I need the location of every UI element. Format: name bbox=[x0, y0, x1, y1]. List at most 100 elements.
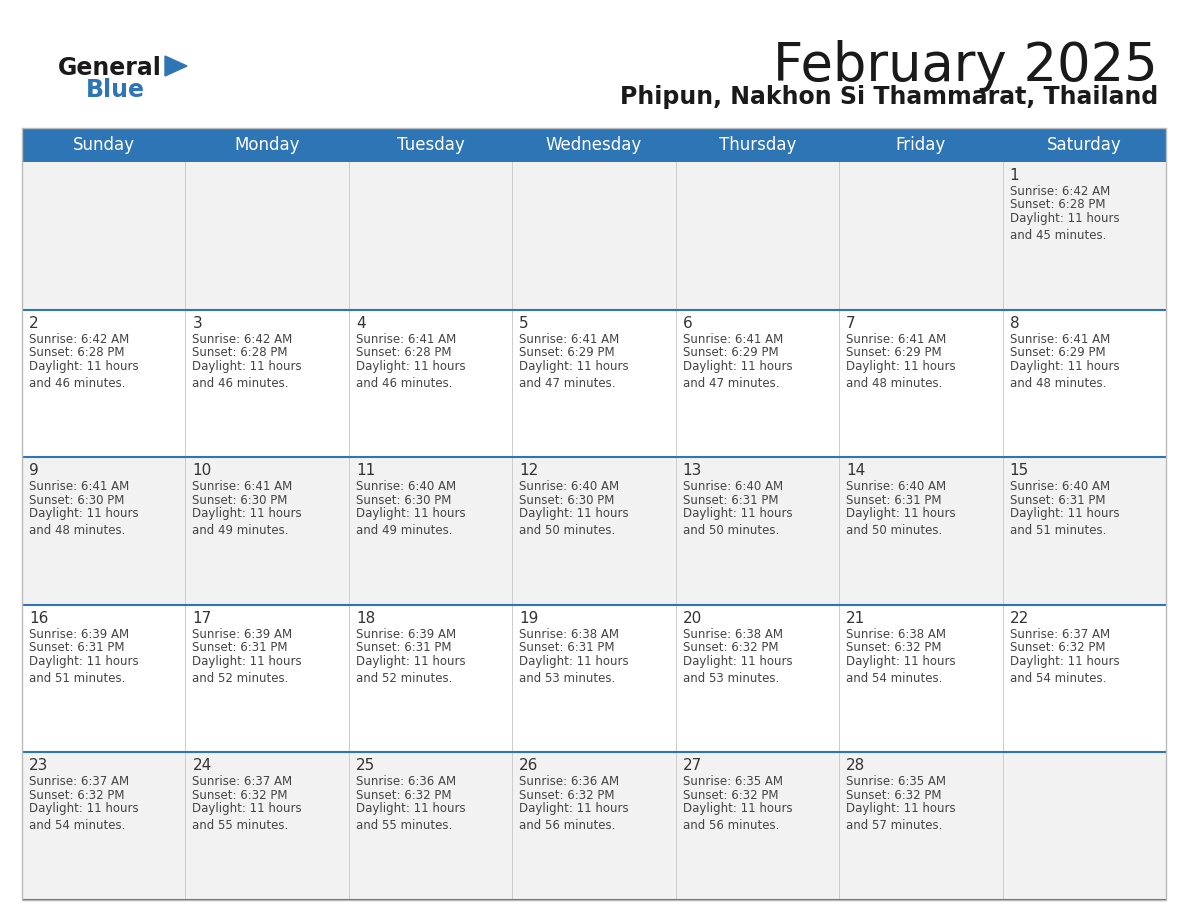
Text: Sunset: 6:32 PM: Sunset: 6:32 PM bbox=[192, 789, 287, 802]
Text: 8: 8 bbox=[1010, 316, 1019, 330]
Text: Sunrise: 6:38 AM: Sunrise: 6:38 AM bbox=[846, 628, 946, 641]
Bar bbox=[512, 457, 676, 605]
Bar bbox=[676, 605, 839, 753]
Text: Daylight: 11 hours
and 54 minutes.: Daylight: 11 hours and 54 minutes. bbox=[1010, 655, 1119, 685]
Text: Sunset: 6:30 PM: Sunset: 6:30 PM bbox=[29, 494, 125, 507]
Text: Daylight: 11 hours
and 49 minutes.: Daylight: 11 hours and 49 minutes. bbox=[192, 508, 302, 537]
Text: 15: 15 bbox=[1010, 464, 1029, 478]
Text: Monday: Monday bbox=[234, 136, 299, 154]
Text: Daylight: 11 hours
and 48 minutes.: Daylight: 11 hours and 48 minutes. bbox=[846, 360, 956, 389]
Bar bbox=[1003, 753, 1165, 900]
Bar bbox=[23, 457, 185, 605]
Bar bbox=[23, 162, 185, 309]
Text: Sunset: 6:28 PM: Sunset: 6:28 PM bbox=[356, 346, 451, 359]
Bar bbox=[839, 309, 1003, 457]
Text: Sunset: 6:28 PM: Sunset: 6:28 PM bbox=[29, 346, 125, 359]
Text: Sunday: Sunday bbox=[72, 136, 134, 154]
Text: Sunset: 6:30 PM: Sunset: 6:30 PM bbox=[519, 494, 614, 507]
Text: Sunrise: 6:37 AM: Sunrise: 6:37 AM bbox=[192, 776, 292, 789]
Text: General: General bbox=[58, 56, 162, 80]
Bar bbox=[1003, 309, 1165, 457]
Text: 17: 17 bbox=[192, 610, 211, 626]
Text: Daylight: 11 hours
and 54 minutes.: Daylight: 11 hours and 54 minutes. bbox=[29, 802, 139, 833]
Text: Sunrise: 6:41 AM: Sunrise: 6:41 AM bbox=[1010, 332, 1110, 345]
Text: 22: 22 bbox=[1010, 610, 1029, 626]
Text: February 2025: February 2025 bbox=[773, 40, 1158, 92]
Bar bbox=[1003, 162, 1165, 309]
Text: Wednesday: Wednesday bbox=[545, 136, 643, 154]
Text: Daylight: 11 hours
and 57 minutes.: Daylight: 11 hours and 57 minutes. bbox=[846, 802, 956, 833]
Text: Daylight: 11 hours
and 46 minutes.: Daylight: 11 hours and 46 minutes. bbox=[192, 360, 302, 389]
Text: Daylight: 11 hours
and 45 minutes.: Daylight: 11 hours and 45 minutes. bbox=[1010, 212, 1119, 242]
Text: Daylight: 11 hours
and 47 minutes.: Daylight: 11 hours and 47 minutes. bbox=[519, 360, 628, 389]
Text: Daylight: 11 hours
and 55 minutes.: Daylight: 11 hours and 55 minutes. bbox=[192, 802, 302, 833]
Text: Sunset: 6:31 PM: Sunset: 6:31 PM bbox=[1010, 494, 1105, 507]
Text: Sunrise: 6:35 AM: Sunrise: 6:35 AM bbox=[846, 776, 946, 789]
Text: Sunrise: 6:41 AM: Sunrise: 6:41 AM bbox=[29, 480, 129, 493]
Text: Sunset: 6:32 PM: Sunset: 6:32 PM bbox=[846, 642, 942, 655]
Text: Sunrise: 6:40 AM: Sunrise: 6:40 AM bbox=[519, 480, 619, 493]
Text: Sunset: 6:32 PM: Sunset: 6:32 PM bbox=[519, 789, 614, 802]
Text: 21: 21 bbox=[846, 610, 865, 626]
Bar bbox=[349, 457, 512, 605]
Text: 27: 27 bbox=[683, 758, 702, 773]
Text: Sunrise: 6:37 AM: Sunrise: 6:37 AM bbox=[29, 776, 129, 789]
Text: 19: 19 bbox=[519, 610, 538, 626]
Text: Daylight: 11 hours
and 47 minutes.: Daylight: 11 hours and 47 minutes. bbox=[683, 360, 792, 389]
Text: 20: 20 bbox=[683, 610, 702, 626]
Text: Sunset: 6:31 PM: Sunset: 6:31 PM bbox=[519, 642, 614, 655]
Text: 11: 11 bbox=[356, 464, 375, 478]
Bar bbox=[349, 753, 512, 900]
Text: Sunrise: 6:39 AM: Sunrise: 6:39 AM bbox=[192, 628, 292, 641]
Bar bbox=[185, 309, 349, 457]
Text: Daylight: 11 hours
and 50 minutes.: Daylight: 11 hours and 50 minutes. bbox=[683, 508, 792, 537]
Text: Sunset: 6:29 PM: Sunset: 6:29 PM bbox=[1010, 346, 1105, 359]
Text: Sunrise: 6:39 AM: Sunrise: 6:39 AM bbox=[356, 628, 456, 641]
Bar bbox=[676, 162, 839, 309]
Text: Daylight: 11 hours
and 53 minutes.: Daylight: 11 hours and 53 minutes. bbox=[519, 655, 628, 685]
Text: Daylight: 11 hours
and 52 minutes.: Daylight: 11 hours and 52 minutes. bbox=[356, 655, 466, 685]
Text: Daylight: 11 hours
and 48 minutes.: Daylight: 11 hours and 48 minutes. bbox=[1010, 360, 1119, 389]
Text: Sunrise: 6:41 AM: Sunrise: 6:41 AM bbox=[356, 332, 456, 345]
Text: Sunrise: 6:42 AM: Sunrise: 6:42 AM bbox=[29, 332, 129, 345]
Text: Daylight: 11 hours
and 54 minutes.: Daylight: 11 hours and 54 minutes. bbox=[846, 655, 956, 685]
Text: 23: 23 bbox=[29, 758, 49, 773]
Text: Sunrise: 6:41 AM: Sunrise: 6:41 AM bbox=[192, 480, 292, 493]
Text: 9: 9 bbox=[29, 464, 39, 478]
Bar bbox=[185, 162, 349, 309]
Text: Blue: Blue bbox=[86, 78, 145, 102]
Text: Sunset: 6:32 PM: Sunset: 6:32 PM bbox=[29, 789, 125, 802]
Bar bbox=[23, 128, 1165, 900]
Text: Thursday: Thursday bbox=[719, 136, 796, 154]
Text: Daylight: 11 hours
and 56 minutes.: Daylight: 11 hours and 56 minutes. bbox=[519, 802, 628, 833]
Bar bbox=[349, 605, 512, 753]
Text: Sunrise: 6:40 AM: Sunrise: 6:40 AM bbox=[683, 480, 783, 493]
Text: Sunrise: 6:40 AM: Sunrise: 6:40 AM bbox=[846, 480, 947, 493]
Text: Sunset: 6:32 PM: Sunset: 6:32 PM bbox=[683, 789, 778, 802]
Text: Phipun, Nakhon Si Thammarat, Thailand: Phipun, Nakhon Si Thammarat, Thailand bbox=[620, 85, 1158, 109]
Text: Sunset: 6:32 PM: Sunset: 6:32 PM bbox=[846, 789, 942, 802]
Bar bbox=[185, 605, 349, 753]
Text: Daylight: 11 hours
and 46 minutes.: Daylight: 11 hours and 46 minutes. bbox=[356, 360, 466, 389]
Text: Daylight: 11 hours
and 51 minutes.: Daylight: 11 hours and 51 minutes. bbox=[1010, 508, 1119, 537]
Text: Sunrise: 6:37 AM: Sunrise: 6:37 AM bbox=[1010, 628, 1110, 641]
Text: Daylight: 11 hours
and 55 minutes.: Daylight: 11 hours and 55 minutes. bbox=[356, 802, 466, 833]
Bar bbox=[512, 605, 676, 753]
Text: 14: 14 bbox=[846, 464, 865, 478]
Bar bbox=[23, 605, 185, 753]
Bar bbox=[839, 162, 1003, 309]
Text: Sunrise: 6:40 AM: Sunrise: 6:40 AM bbox=[356, 480, 456, 493]
Text: Sunset: 6:29 PM: Sunset: 6:29 PM bbox=[519, 346, 615, 359]
Text: 7: 7 bbox=[846, 316, 855, 330]
Text: Sunrise: 6:35 AM: Sunrise: 6:35 AM bbox=[683, 776, 783, 789]
Text: Sunrise: 6:42 AM: Sunrise: 6:42 AM bbox=[1010, 185, 1110, 198]
Bar bbox=[185, 753, 349, 900]
Text: Sunset: 6:32 PM: Sunset: 6:32 PM bbox=[356, 789, 451, 802]
Text: 25: 25 bbox=[356, 758, 375, 773]
Text: Sunset: 6:32 PM: Sunset: 6:32 PM bbox=[1010, 642, 1105, 655]
Bar bbox=[23, 753, 185, 900]
Bar bbox=[185, 457, 349, 605]
Bar bbox=[512, 309, 676, 457]
Bar bbox=[839, 605, 1003, 753]
Bar bbox=[349, 309, 512, 457]
